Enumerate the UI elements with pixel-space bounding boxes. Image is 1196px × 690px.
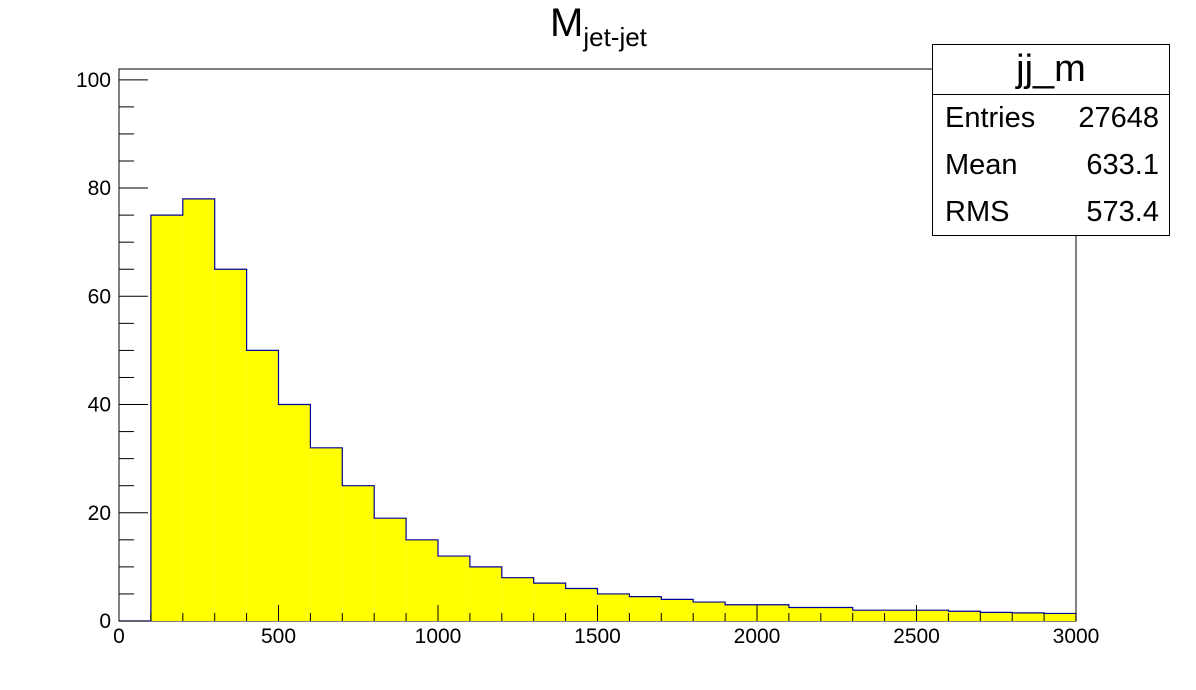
histogram-bar <box>725 604 757 621</box>
chart-title: Mjet-jet <box>550 1 648 52</box>
histogram-bar <box>852 610 885 621</box>
y-tick-label: 0 <box>99 610 111 633</box>
stats-value: 573.4 <box>1086 196 1159 228</box>
histogram-bar <box>948 611 981 621</box>
histogram-bar <box>342 485 375 621</box>
histogram-bar <box>438 556 470 621</box>
stats-label: Entries <box>945 102 1036 134</box>
y-tick-label: 60 <box>88 285 111 308</box>
stats-row-entries: Entries 27648 <box>933 95 1169 142</box>
stats-value: 27648 <box>1078 102 1159 134</box>
histogram-bar <box>374 518 407 621</box>
histogram-bar <box>533 583 566 621</box>
histogram-bar <box>1044 613 1076 621</box>
histogram-bar <box>150 215 183 621</box>
y-tick-label: 100 <box>76 69 111 92</box>
histogram-bar <box>469 566 502 621</box>
y-tick-label: 20 <box>88 502 111 525</box>
y-axis: 0 20 40 60 80 100 <box>76 69 148 633</box>
x-tick-label: 500 <box>261 625 296 648</box>
x-tick-label: 2500 <box>893 625 940 648</box>
x-tick-label: 1000 <box>415 625 462 648</box>
histogram-bar <box>757 604 789 621</box>
histogram-bar <box>788 607 821 621</box>
histogram-bar <box>820 607 853 621</box>
histogram-bar <box>661 599 694 621</box>
stats-row-mean: Mean 633.1 <box>933 142 1169 189</box>
histogram-bar <box>406 539 438 621</box>
x-tick-label: 3000 <box>1053 625 1100 648</box>
x-tick-label: 1500 <box>574 625 621 648</box>
stats-box: jj_m Entries 27648 Mean 633.1 RMS 573.4 <box>932 44 1170 236</box>
stats-label: Mean <box>945 149 1018 181</box>
histogram-outline <box>119 198 1077 622</box>
histogram-bar <box>246 350 279 621</box>
histogram-bar <box>693 602 726 621</box>
histogram-bar <box>278 404 311 621</box>
histogram-bar <box>182 198 215 621</box>
x-tick-label: 0 <box>113 625 125 648</box>
histogram-bar <box>1012 612 1045 621</box>
histogram-bar <box>884 610 917 621</box>
histogram-bar <box>629 596 662 621</box>
stats-value: 633.1 <box>1086 149 1159 181</box>
histogram-bar <box>980 612 1013 621</box>
histogram-bar <box>916 610 949 621</box>
stats-row-rms: RMS 573.4 <box>933 189 1169 236</box>
chart-title-main: M <box>550 1 583 45</box>
x-axis: 0 500 1000 1500 2000 2500 3000 <box>113 605 1099 648</box>
y-tick-label: 40 <box>88 394 111 417</box>
histogram-bar <box>501 577 534 621</box>
histogram-bar <box>310 447 343 621</box>
histogram-bar <box>597 593 630 621</box>
chart-title-subscript: jet-jet <box>582 22 647 52</box>
histogram-bar <box>214 269 247 621</box>
y-tick-label: 80 <box>88 177 111 200</box>
x-tick-label: 2000 <box>734 625 781 648</box>
histogram-bar <box>565 588 598 621</box>
histogram-bars <box>150 198 1076 621</box>
stats-label: RMS <box>945 196 1010 228</box>
stats-title: jj_m <box>933 45 1169 95</box>
